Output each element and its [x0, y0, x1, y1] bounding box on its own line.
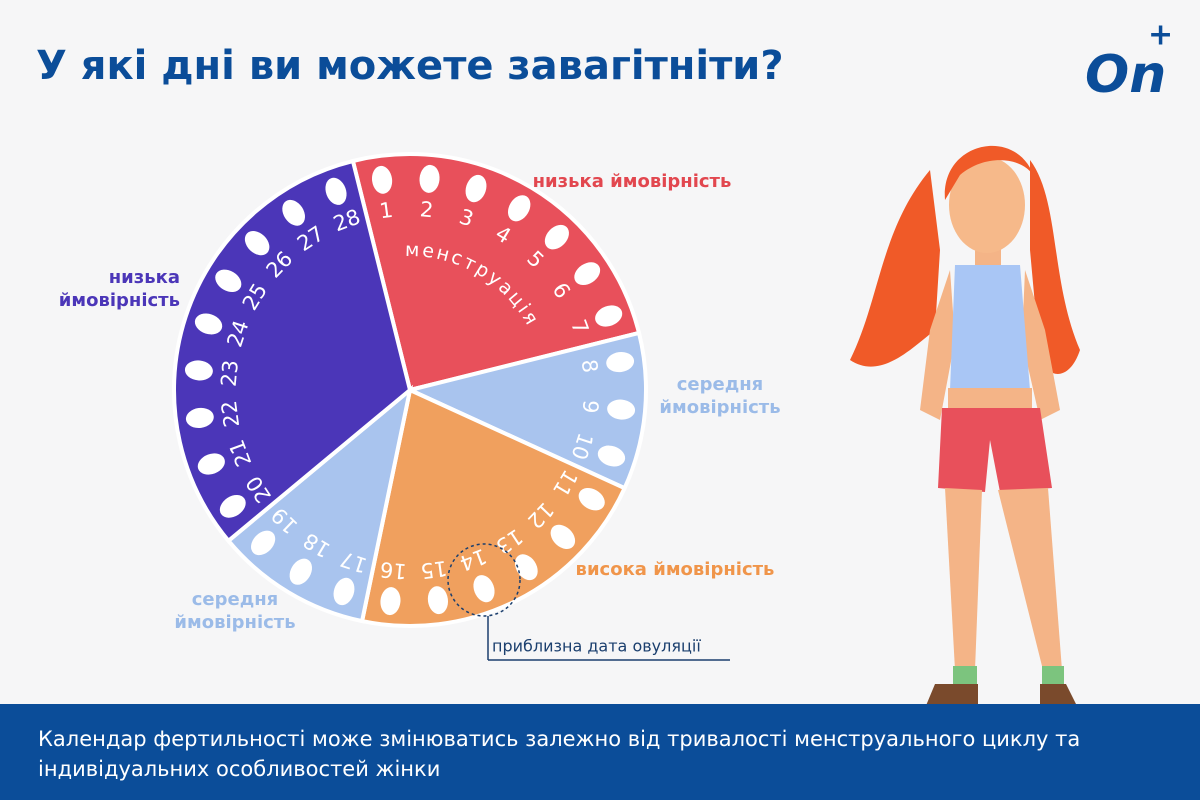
- day-pill: [194, 313, 223, 335]
- day-pill: [371, 165, 393, 194]
- sock-right: [1042, 666, 1064, 684]
- footer-band: [0, 704, 1200, 800]
- wheel-segment: [403, 330, 648, 491]
- ovulation-note: приблизна дата овуляції: [492, 637, 701, 656]
- leg-left: [945, 488, 982, 670]
- day-pill: [606, 351, 635, 373]
- day-pill: [427, 586, 449, 615]
- day-number: 9: [578, 399, 603, 415]
- probability-label: середня ймовірність: [659, 374, 780, 418]
- logo-plus: +: [1148, 18, 1173, 53]
- wheel-segment: [350, 152, 642, 393]
- day-number: 23: [217, 359, 243, 388]
- probability-label: середня ймовірність: [174, 589, 295, 633]
- wheel-segment: [172, 158, 413, 544]
- day-number: 1: [378, 198, 394, 224]
- footer-line: Календар фертильності може змінюватись з…: [38, 727, 1080, 751]
- ovulation-circle: [447, 543, 521, 617]
- day-number: 16: [379, 557, 408, 583]
- day-pill: [184, 360, 213, 381]
- wheel-segment: [359, 387, 628, 628]
- top: [950, 265, 1030, 390]
- hair-right: [1030, 160, 1080, 374]
- arm-right: [1022, 270, 1060, 420]
- day-pill: [507, 195, 531, 222]
- day-pill: [465, 174, 487, 203]
- probability-label: низька ймовірність: [533, 171, 732, 192]
- day-pill: [251, 530, 276, 556]
- day-pill: [244, 231, 270, 256]
- shoe-left: [925, 684, 978, 708]
- probability-label-line: середня: [192, 589, 279, 610]
- day-pill: [380, 587, 401, 616]
- day-pill: [574, 262, 601, 286]
- hair-left: [850, 170, 940, 367]
- day-number: 15: [419, 556, 449, 583]
- wheel-segment: [225, 384, 414, 624]
- head: [949, 157, 1025, 253]
- day-pill: [325, 177, 347, 205]
- probability-label-line: ймовірність: [174, 612, 295, 633]
- day-pill: [578, 487, 605, 511]
- probability-label-line: ймовірність: [59, 290, 180, 311]
- day-number: 22: [217, 399, 244, 429]
- day-pill: [597, 445, 626, 467]
- arm-left: [920, 270, 955, 420]
- shorts: [938, 408, 1052, 492]
- probability-label: низька ймовірність: [59, 267, 180, 311]
- day-pill: [473, 575, 495, 603]
- ovulation-marker: приблизна дата овуляції: [447, 543, 730, 661]
- day-pill: [197, 453, 225, 475]
- day-pill: [282, 199, 306, 226]
- leg-right: [998, 488, 1062, 670]
- title: У які дні ви можете завагітніти?: [36, 43, 784, 89]
- logo-text: On: [1085, 45, 1166, 105]
- footer-line: індивідуальних особливостей жінки: [38, 757, 440, 781]
- day-number: 8: [577, 358, 603, 374]
- day-number: 2: [419, 197, 435, 222]
- day-pill: [514, 554, 538, 581]
- fertility-wheel: 1 2 34567менструація8910111213141516171819…: [172, 152, 648, 628]
- probability-label-line: низька ймовірність: [533, 171, 732, 192]
- woman-illustration: [850, 145, 1080, 708]
- day-pill: [185, 407, 214, 429]
- day-pill: [289, 558, 313, 585]
- day-pill: [595, 305, 623, 327]
- logo: On +: [1085, 18, 1173, 106]
- probability-label: висока ймовірність: [576, 559, 775, 580]
- probability-label-line: середня: [677, 374, 764, 395]
- day-pill: [544, 224, 569, 250]
- probability-label-line: висока ймовірність: [576, 559, 775, 580]
- shoe-right: [1040, 684, 1078, 708]
- probability-label-line: ймовірність: [659, 397, 780, 418]
- sock-left: [953, 666, 977, 684]
- midriff: [948, 388, 1032, 410]
- day-pill: [607, 399, 636, 420]
- day-pill: [219, 494, 246, 518]
- day-pill: [215, 269, 242, 293]
- day-pill: [419, 164, 440, 193]
- day-pill: [333, 577, 355, 606]
- hair-top: [944, 145, 1035, 200]
- probability-label-line: низька: [109, 267, 180, 288]
- day-pill: [550, 524, 576, 549]
